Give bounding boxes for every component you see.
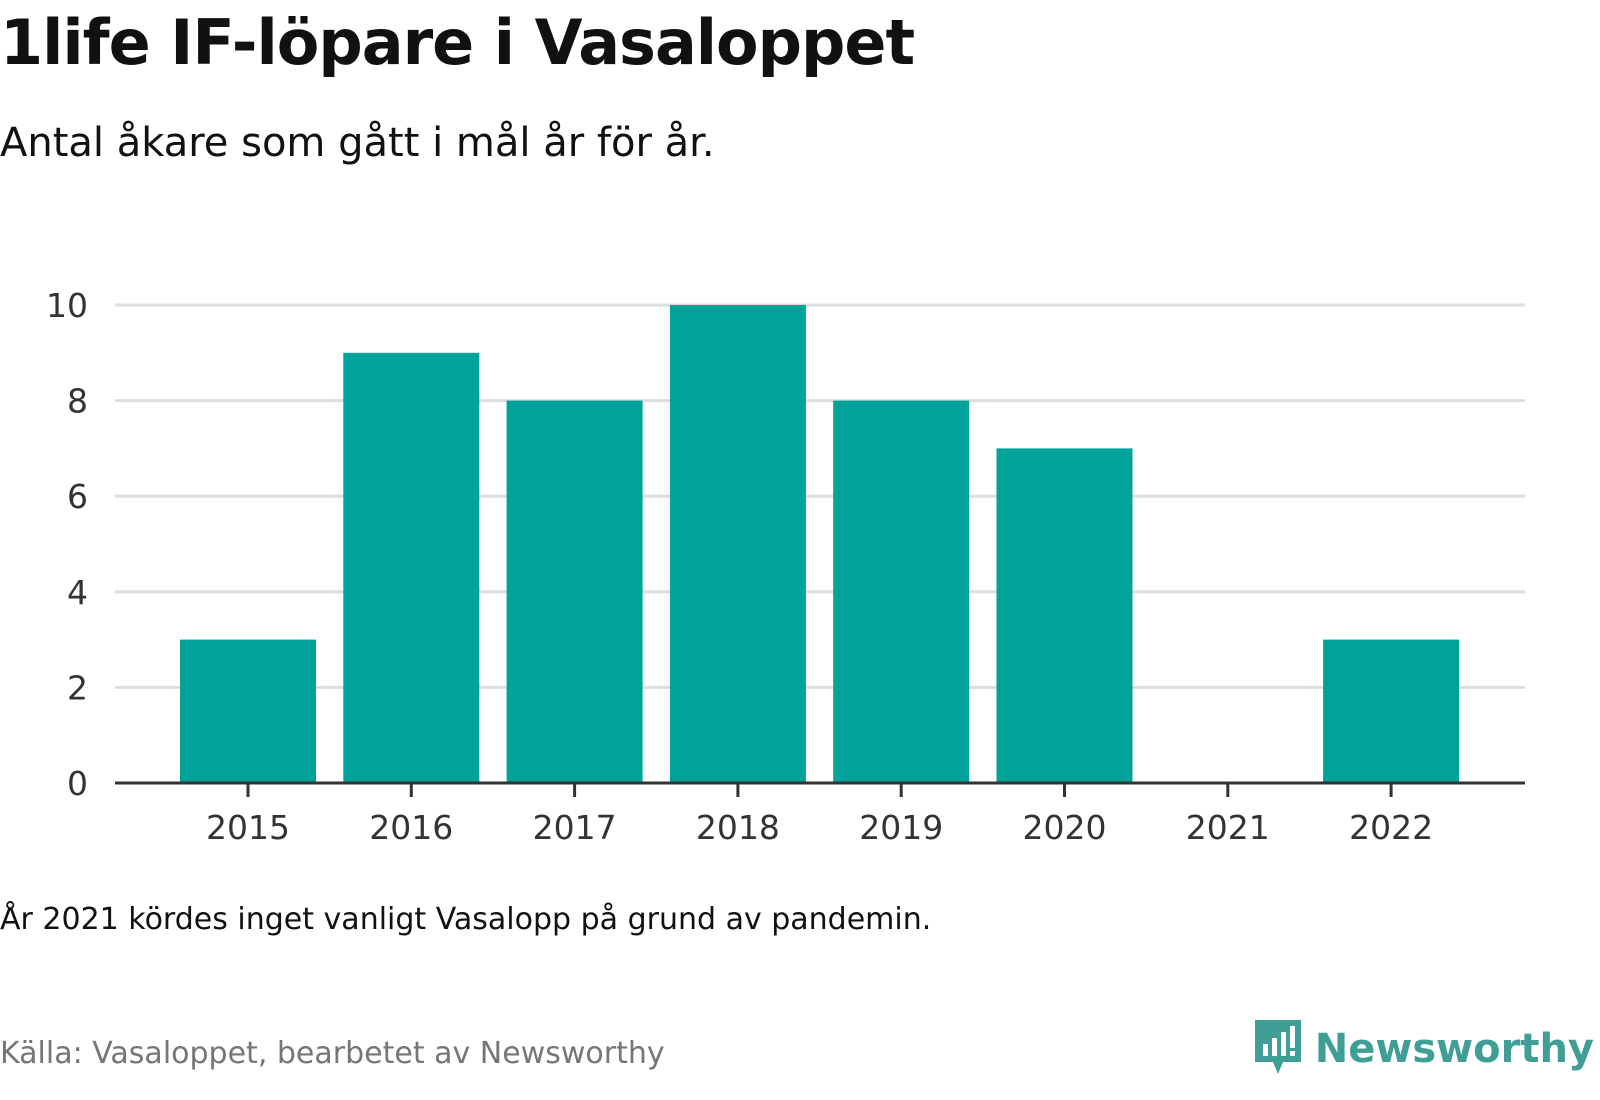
bar-2015 [180,639,316,783]
x-tick-label: 2021 [1186,808,1270,847]
source-credit: Källa: Vasaloppet, bearbetet av Newswort… [0,1036,665,1071]
bar-2018 [669,305,806,783]
bar-2022 [1323,639,1460,783]
x-tick-label: 2019 [859,808,943,847]
x-tick-label: 2016 [369,808,453,847]
y-tick-label: 10 [46,286,88,325]
x-tick-label: 2020 [1023,808,1107,847]
x-tick-label: 2022 [1349,808,1433,847]
bar-2019 [833,400,970,783]
footnote: År 2021 kördes inget vanligt Vasalopp på… [0,902,932,937]
chart-subtitle: Antal åkare som gått i mål år för år. [0,120,715,166]
x-tick-label: 2018 [696,808,780,847]
bar-2016 [343,352,480,783]
y-tick-label: 2 [67,668,88,707]
y-tick-label: 8 [67,382,88,421]
y-tick-label: 0 [67,764,88,803]
x-tick-label: 2017 [533,808,617,847]
bar-chart-bubble-icon [1253,1018,1303,1080]
brand-name: Newsworthy [1314,1026,1594,1072]
y-tick-label: 4 [67,573,88,612]
bar-2020 [996,448,1133,783]
bar-2017 [506,400,643,783]
x-tick-label: 2015 [206,808,290,847]
chart-title: 1life IF-löpare i Vasaloppet [0,6,915,79]
brand-logo: Newsworthy [1253,1018,1594,1080]
y-tick-label: 6 [67,477,88,516]
